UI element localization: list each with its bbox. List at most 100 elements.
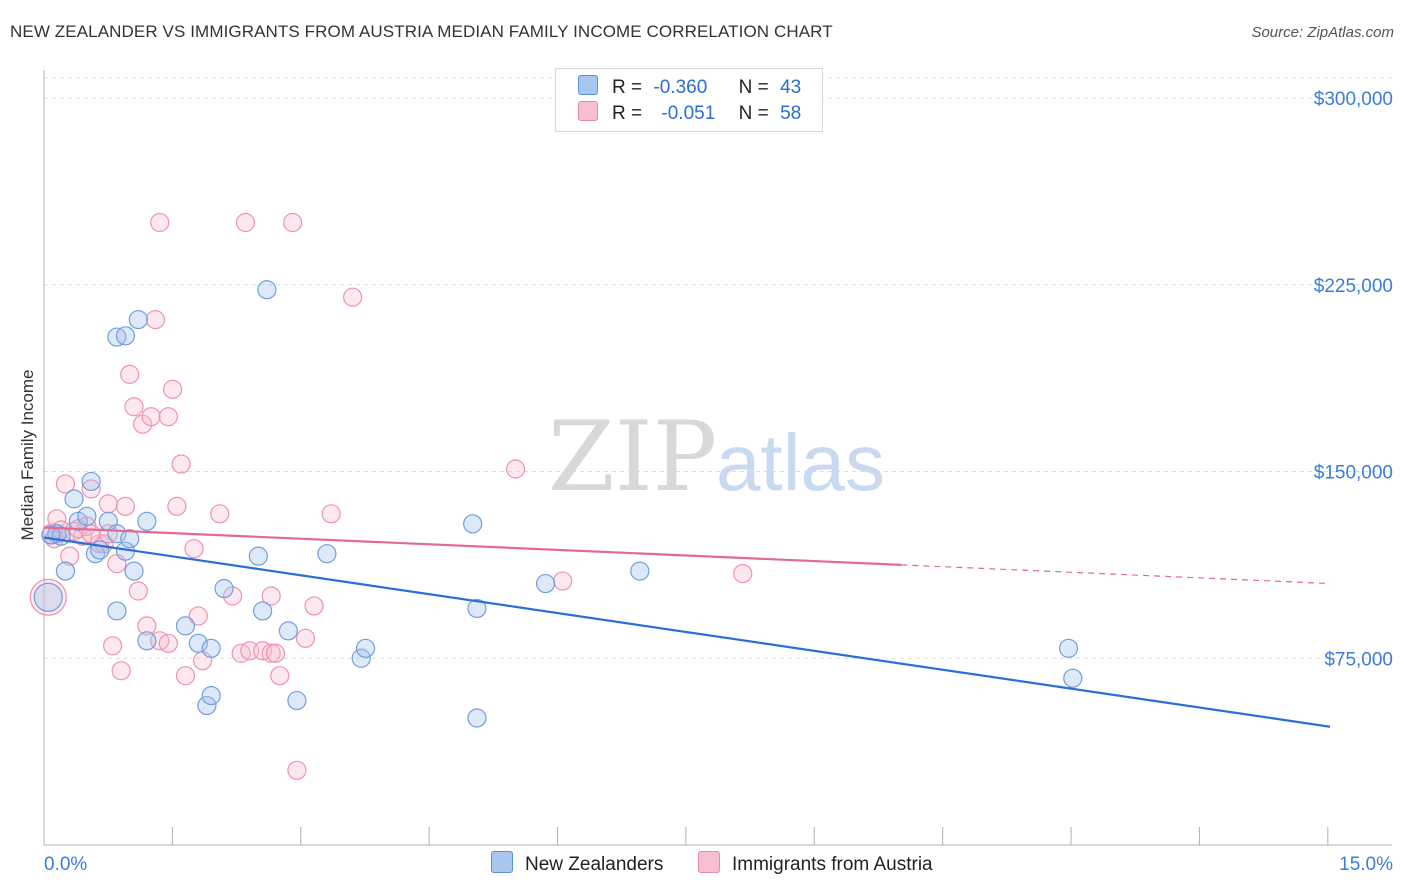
point-new-zealander (253, 601, 273, 621)
point-austria (304, 596, 324, 616)
point-austria (150, 212, 170, 233)
point-austria (210, 504, 230, 524)
point-austria (343, 287, 363, 307)
point-new-zealander (120, 529, 140, 549)
point-austria (270, 666, 290, 686)
point-austria (505, 459, 526, 479)
legend-n-label: N = (738, 103, 769, 124)
y-tick-label: $75,000 (1324, 649, 1393, 670)
point-new-zealander (535, 573, 556, 594)
point-austria (261, 643, 281, 663)
point-new-zealander (1063, 668, 1083, 688)
point-new-zealander (107, 601, 127, 621)
x-tick-label-start: 0.0% (44, 854, 87, 875)
point-austria (171, 454, 191, 474)
point-new-zealander (64, 489, 84, 509)
point-new-zealander (81, 471, 101, 492)
x-tick-label-end: 15.0% (1339, 854, 1393, 875)
point-austria (261, 586, 281, 606)
point-new-zealander (55, 561, 76, 581)
legend-r-value: -0.051 (661, 103, 716, 124)
grid-lines (44, 77, 1392, 659)
point-new-zealander (90, 540, 110, 560)
y-tick-label: $300,000 (1314, 89, 1393, 110)
point-austria (158, 407, 178, 427)
point-austria (265, 643, 286, 663)
point-austria (188, 606, 208, 626)
point-new-zealander (77, 506, 97, 526)
point-new-zealander (278, 621, 298, 641)
watermark-atlas: atlas (716, 418, 885, 507)
point-new-zealander (124, 561, 144, 581)
trend-lines (43, 526, 1331, 728)
y-axis-label: Median Family Income (18, 369, 37, 540)
watermark: ZIP atlas (548, 401, 885, 513)
bottom-legend-austria: Immigrants from Austria (698, 851, 933, 877)
axis-labels: $75,000 $150,000 $225,000 $300,000 0.0% 15.0%… (18, 89, 1393, 875)
point-new-zealander (463, 514, 483, 534)
point-austria (81, 479, 101, 499)
point-new-zealander (188, 633, 208, 653)
point-austria (120, 364, 140, 384)
legend-n-value: 43 (780, 77, 802, 98)
point-new-zealander (33, 582, 63, 612)
legend-swatch-pink (578, 101, 598, 121)
point-austria (321, 504, 341, 524)
point-new-zealander (214, 578, 234, 599)
legend-n-label: N = (738, 77, 769, 98)
point-new-zealander (201, 685, 221, 706)
legend-row-new-zealanders: R = -0.360 N = 43 (578, 75, 801, 99)
point-new-zealander (630, 561, 650, 581)
point-austria (553, 571, 573, 591)
axes (43, 70, 1392, 846)
point-austria (167, 496, 187, 516)
point-austria (98, 494, 118, 514)
point-austria (128, 581, 148, 601)
point-new-zealander (467, 598, 487, 619)
point-new-zealander (248, 546, 268, 566)
point-new-zealander (115, 326, 136, 346)
point-new-zealander (1058, 638, 1079, 658)
y-tick-label: $150,000 (1314, 463, 1393, 484)
legend-n-value: 58 (780, 103, 802, 124)
point-austria (175, 666, 196, 686)
correlation-legend: R = -0.360 N = 43 R = -0.051 N = 58 (555, 68, 823, 132)
point-austria (295, 628, 316, 648)
legend-row-austria: R = -0.051 N = 58 (578, 101, 801, 125)
data-points (29, 212, 1083, 780)
bottom-legend-swatch-blue (491, 851, 513, 873)
point-new-zealander (257, 280, 277, 300)
point-austria (137, 616, 157, 636)
legend-r-label: R = (612, 77, 643, 98)
point-austria (141, 407, 161, 427)
legend-r-value: -0.360 (653, 77, 708, 98)
point-new-zealander (128, 310, 148, 330)
point-new-zealander (355, 638, 376, 658)
point-new-zealander (137, 631, 157, 651)
point-new-zealander (287, 690, 307, 711)
point-austria (111, 661, 131, 681)
point-new-zealander (467, 708, 487, 728)
point-austria (60, 546, 80, 566)
source-label: Source: ZipAtlas.com (1251, 24, 1394, 41)
point-austria (184, 539, 204, 559)
trend-line-austria (43, 526, 902, 566)
point-austria (733, 563, 753, 584)
trend-line-new-zealanders (43, 536, 1331, 728)
bottom-legend-swatch-pink (698, 851, 720, 873)
point-new-zealander (317, 544, 337, 564)
legend-r-label: R = (612, 103, 643, 124)
watermark-zip: ZIP (548, 401, 717, 513)
point-austria (102, 636, 123, 656)
point-new-zealander (351, 648, 371, 668)
bottom-legend-new-zealanders: New Zealanders (491, 851, 663, 877)
point-new-zealander (107, 524, 127, 544)
point-austria (163, 379, 183, 399)
legend-swatch-blue (578, 75, 598, 95)
bottom-legend-label: Immigrants from Austria (732, 854, 933, 875)
point-austria (287, 760, 307, 780)
point-austria (55, 474, 76, 494)
point-austria (158, 633, 178, 653)
point-austria (124, 397, 144, 417)
